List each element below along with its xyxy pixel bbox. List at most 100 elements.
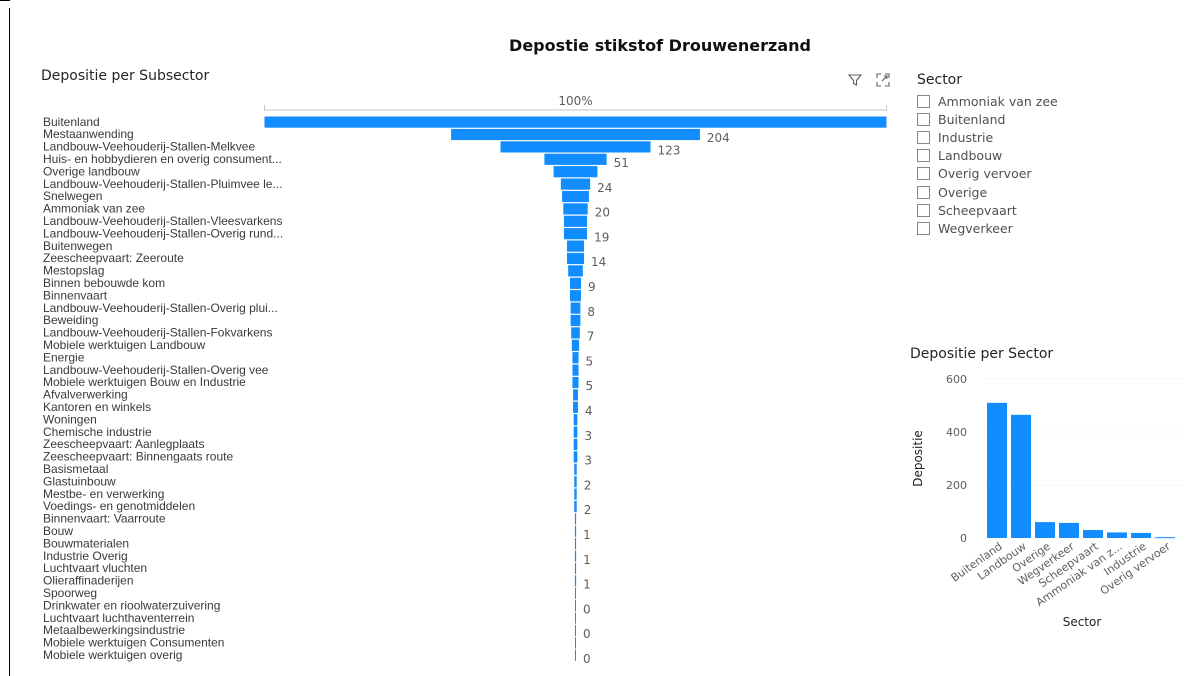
slicer-title: Sector xyxy=(917,72,963,88)
funnel-category-label: Overige landbouw xyxy=(43,164,140,178)
funnel-category-label: Kantoren en winkels xyxy=(43,400,151,414)
slicer-item-label: Landbouw xyxy=(938,148,1003,164)
funnel-bar xyxy=(264,116,887,128)
slicer-item[interactable]: Landbouw xyxy=(917,147,1058,165)
funnel-category-label: Huis- en hobbydieren en overig consument… xyxy=(43,152,282,166)
funnel-category-label: Bouw xyxy=(43,524,73,538)
x-axis-title: Sector xyxy=(1063,615,1102,629)
frame-left-line xyxy=(9,8,10,676)
column-bar xyxy=(1083,530,1103,538)
funnel-bar xyxy=(575,624,576,637)
funnel-bar xyxy=(574,575,577,587)
funnel-data-label: 20 xyxy=(595,206,610,220)
focus-mode-icon[interactable] xyxy=(875,72,891,88)
funnel-data-label: 1 xyxy=(583,578,591,592)
column-bar xyxy=(1035,522,1055,538)
slicer-item[interactable]: Scheepvaart xyxy=(917,201,1058,219)
checkbox-icon[interactable] xyxy=(917,203,930,217)
funnel-data-label: 1 xyxy=(583,528,591,542)
funnel-bar xyxy=(575,649,576,661)
funnel-category-label: Mestaanwending xyxy=(43,127,134,141)
funnel-category-label: Landbouw-Veehouderij-Stallen-Melkvee xyxy=(43,140,255,154)
funnel-bar xyxy=(575,600,576,612)
funnel-category-label: Landbouw-Veehouderij-Stallen-Pluimvee le… xyxy=(43,177,282,191)
column-bar xyxy=(1059,522,1079,538)
funnel-data-label: 5 xyxy=(586,379,594,393)
slicer-item-label: Wegverkeer xyxy=(938,220,1013,236)
slicer-item-label: Overig vervoer xyxy=(938,166,1032,182)
slicer-item[interactable]: Overig vervoer xyxy=(917,165,1058,183)
funnel-bar xyxy=(574,513,577,525)
checkbox-icon[interactable] xyxy=(917,221,930,235)
funnel-bar xyxy=(544,153,607,165)
funnel-category-label: Landbouw-Veehouderij-Stallen-Overig vee xyxy=(43,363,269,377)
checkbox-icon[interactable] xyxy=(917,94,930,108)
funnel-bar xyxy=(570,314,581,327)
funnel-category-label: Mobiele werktuigen Bouw en Industrie xyxy=(43,375,246,389)
slicer-item-label: Scheepvaart xyxy=(938,202,1017,218)
funnel-category-label: Buitenwegen xyxy=(43,239,112,253)
funnel-bar xyxy=(574,463,577,475)
slicer-items: Ammoniak van zee Buitenland Industrie Landb… xyxy=(917,92,1058,238)
checkbox-icon[interactable] xyxy=(917,149,930,163)
funnel-bar xyxy=(571,327,580,339)
funnel-category-label: Olieraffinaderijen xyxy=(43,574,134,588)
y-tick-label: 600 xyxy=(946,373,967,386)
funnel-bar xyxy=(573,389,578,401)
slicer-item[interactable]: Overige xyxy=(917,183,1058,201)
slicer-item[interactable]: Wegverkeer xyxy=(917,219,1058,237)
filter-icon[interactable] xyxy=(847,72,863,88)
checkbox-icon[interactable] xyxy=(917,130,930,144)
funnel-category-label: Energie xyxy=(43,350,85,364)
funnel-bar xyxy=(572,376,579,389)
funnel-category-label: Mestbe- en verwerking xyxy=(43,487,164,501)
funnel-title: Depositie per Subsector xyxy=(41,68,210,84)
checkbox-icon[interactable] xyxy=(917,167,930,181)
slicer-item-label: Ammoniak van zee xyxy=(938,93,1058,109)
funnel-data-label: 51 xyxy=(614,156,629,170)
funnel-bar xyxy=(574,538,577,550)
funnel-category-label: Luchtvaart luchthaventerrein xyxy=(43,611,194,625)
column-chart: 0200400600DepositieBuitenlandLandbouwOve… xyxy=(911,373,1185,629)
funnel-bar xyxy=(553,166,598,178)
funnel-bar xyxy=(568,265,583,277)
funnel-bar xyxy=(451,128,700,141)
sector-slicer: Sector Ammoniak van zee Buitenland Industr… xyxy=(917,72,1058,238)
funnel-bar xyxy=(570,277,581,289)
funnel-top-percent-label: 100% xyxy=(558,94,592,108)
funnel-category-label: Glastuinbouw xyxy=(43,474,116,488)
funnel-category-label: Landbouw-Veehouderij-Stallen-Overig rund… xyxy=(43,226,283,240)
funnel-bar xyxy=(573,401,578,413)
funnel-category-label: Drinkwater en rioolwaterzuivering xyxy=(43,598,220,612)
funnel-data-label: 9 xyxy=(588,280,596,294)
slicer-item-label: Industrie xyxy=(938,129,994,145)
column-bar xyxy=(1131,532,1151,538)
slicer-item[interactable]: Industrie xyxy=(917,128,1058,146)
column-bar xyxy=(1011,414,1031,538)
funnel-category-label: Chemische industrie xyxy=(43,425,152,439)
y-tick-label: 200 xyxy=(946,479,967,492)
funnel-category-label: Binnenvaart xyxy=(43,288,108,302)
slicer-item[interactable]: Ammoniak van zee xyxy=(917,92,1058,110)
slicer-item[interactable]: Buitenland xyxy=(917,110,1058,128)
funnel-data-label: 14 xyxy=(591,255,606,269)
funnel-bar xyxy=(575,612,576,624)
funnel-category-label: Mobiele werktuigen overig xyxy=(43,648,182,662)
funnel-category-label: Landbouw-Veehouderij-Stallen-Vleesvarken… xyxy=(43,214,282,228)
checkbox-icon[interactable] xyxy=(917,185,930,199)
funnel-bar xyxy=(573,451,578,463)
checkbox-icon[interactable] xyxy=(917,112,930,126)
funnel-category-label: Zeescheepvaart: Zeeroute xyxy=(43,251,184,265)
column-chart-title: Depositie per Sector xyxy=(910,346,1054,362)
funnel-category-label: Spoorweg xyxy=(43,586,97,600)
funnel-bar xyxy=(571,339,580,351)
funnel-category-label: Mobiele werktuigen Landbouw xyxy=(43,338,205,352)
funnel-bar xyxy=(566,252,585,265)
funnel-bar xyxy=(574,562,577,575)
funnel-category-label: Metaalbewerkingsindustrie xyxy=(43,623,185,637)
funnel-data-label: 4 xyxy=(585,404,593,418)
funnel-category-label: Mestopslag xyxy=(43,264,104,278)
funnel-data-label: 19 xyxy=(594,230,609,244)
funnel-bar xyxy=(566,240,585,252)
funnel-bar xyxy=(560,178,591,190)
